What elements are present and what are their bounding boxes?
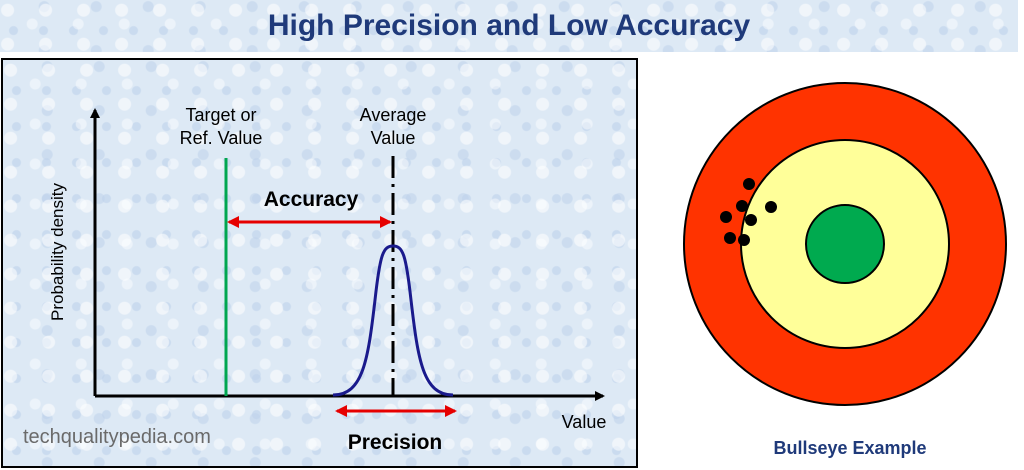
title-banner: High Precision and Low Accuracy	[0, 0, 1024, 52]
bullseye-target	[683, 82, 1007, 406]
shot-mark	[765, 201, 777, 213]
target-label-line1: Target or	[185, 105, 256, 125]
bullseye-caption: Bullseye Example	[773, 438, 927, 458]
distribution-curve	[332, 244, 454, 397]
shot-mark	[736, 200, 748, 212]
diagram-canvas: Target or Ref. Value Average Value Accur…	[48, 105, 607, 454]
shot-mark	[745, 214, 757, 226]
shot-mark	[724, 232, 736, 244]
average-label-line1: Average	[360, 105, 427, 125]
shot-mark	[738, 234, 750, 246]
precision-label: Precision	[348, 431, 443, 454]
shot-mark	[743, 178, 755, 190]
x-axis-label: Value	[562, 412, 607, 432]
shot-mark	[720, 211, 732, 223]
page-title: High Precision and Low Accuracy	[267, 9, 751, 42]
precision-accuracy-diagram: Target or Ref. Value Average Value Accur…	[1, 58, 638, 468]
target-label-line2: Ref. Value	[180, 128, 263, 148]
average-label-line2: Value	[371, 128, 416, 148]
y-axis-label: Probability density	[48, 183, 67, 321]
watermark: techqualitypedia.com	[23, 426, 211, 448]
accuracy-label: Accuracy	[264, 188, 359, 211]
bullseye-center	[805, 204, 885, 284]
